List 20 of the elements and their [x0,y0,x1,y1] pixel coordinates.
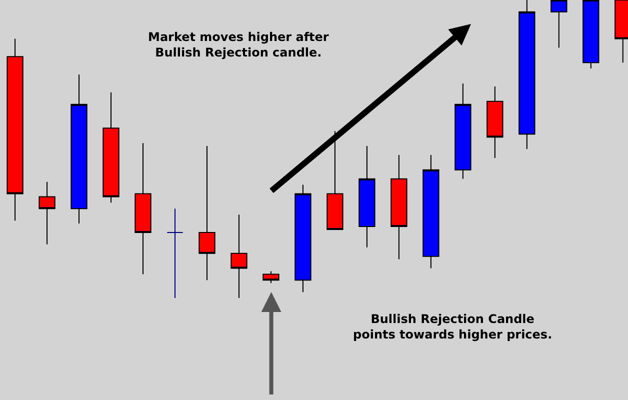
candlestick [166,208,184,299]
candlestick [230,214,248,299]
candlestick [70,74,88,224]
candlestick [358,146,376,248]
annotation: Market moves higher after Bullish Rejection candle. [148,30,329,60]
text: Bullish Rejection Candle points towards higher prices. [353,312,552,342]
candlestick [294,184,312,293]
candlestick [102,92,120,204]
candlestick [454,82,472,180]
candlestick [262,270,280,284]
candlestick [38,181,56,245]
candlestick [550,0,568,48]
candlestick [6,38,24,222]
candlestick [390,154,408,260]
candlestick [198,146,216,281]
candlestick [518,0,536,150]
candlestick [422,154,440,269]
candlestick [582,0,600,70]
candlestick [486,86,504,158]
candlestick [134,142,152,275]
